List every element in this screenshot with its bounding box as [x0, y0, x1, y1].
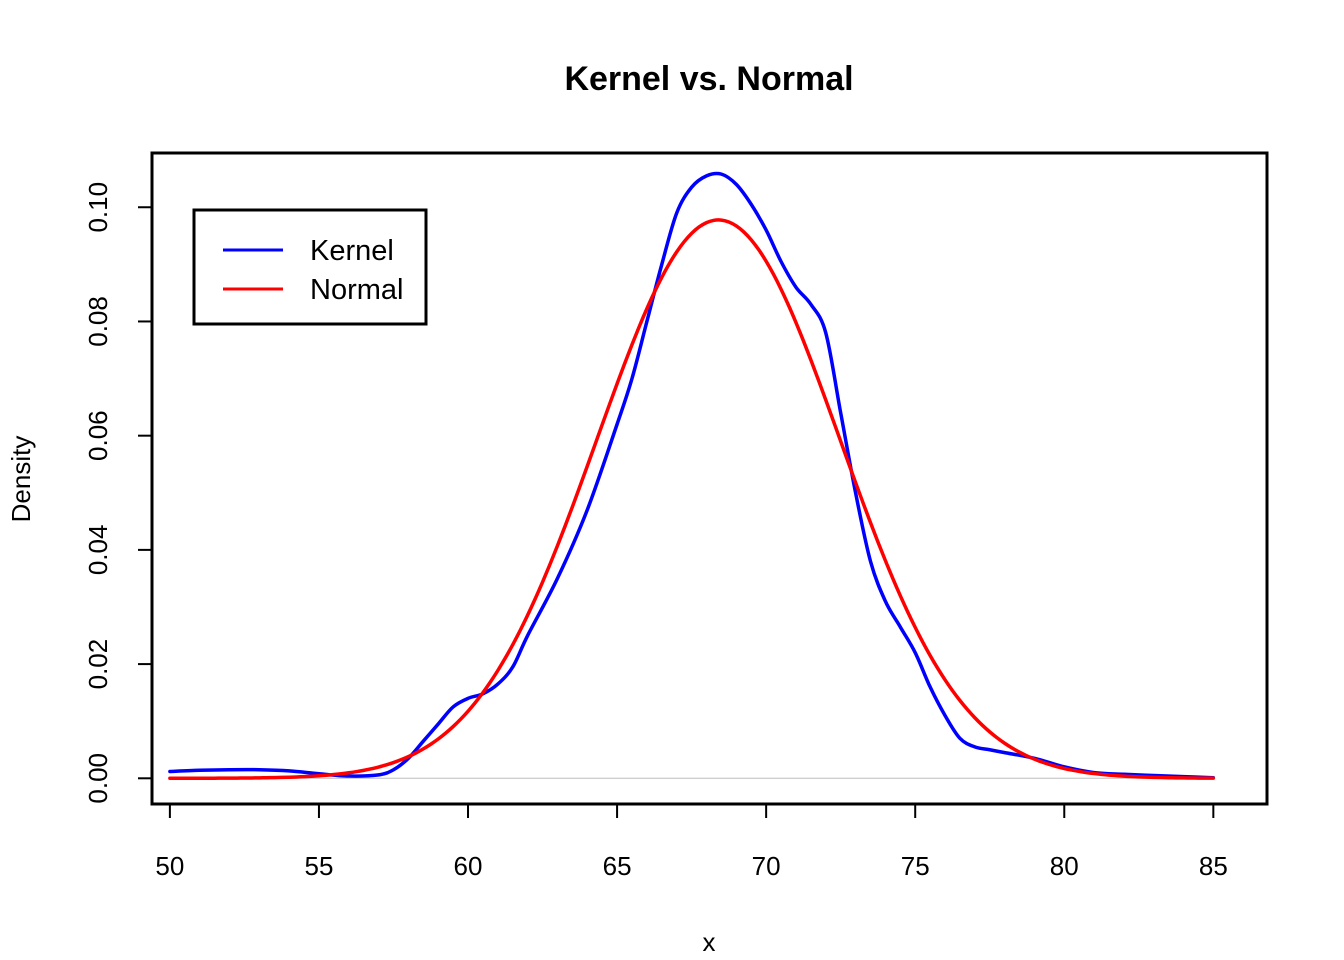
x-tick-label: 80: [1050, 851, 1079, 881]
y-tick-label: 0.00: [83, 753, 113, 804]
y-tick-label: 0.02: [83, 639, 113, 690]
x-tick-label: 85: [1199, 851, 1228, 881]
y-tick-label: 0.06: [83, 410, 113, 461]
series-layer: [168, 171, 1216, 781]
x-tick-label: 70: [752, 851, 781, 881]
x-axis-label: x: [703, 927, 716, 957]
x-tick-label: 65: [603, 851, 632, 881]
x-axis: 50 55 60 65 70 75 80 85: [155, 803, 1228, 881]
legend: Kernel Normal: [192, 208, 428, 326]
legend-label-kernel: Kernel: [310, 235, 394, 267]
x-tick-label: 50: [155, 851, 184, 881]
y-tick-label: 0.04: [83, 525, 113, 576]
legend-label-normal: Normal: [310, 274, 403, 306]
y-axis-label: Density: [6, 436, 36, 523]
x-tick-label: 60: [454, 851, 483, 881]
x-tick-label: 55: [304, 851, 333, 881]
chart-title: Kernel vs. Normal: [564, 60, 853, 98]
y-axis: 0.00 0.02 0.04 0.06 0.08 0.10: [83, 182, 153, 804]
series-line-normal: [168, 218, 1216, 781]
y-tick-label: 0.10: [83, 182, 113, 233]
y-tick-label: 0.08: [83, 296, 113, 347]
x-tick-label: 75: [901, 851, 930, 881]
legend-box: [192, 208, 428, 326]
